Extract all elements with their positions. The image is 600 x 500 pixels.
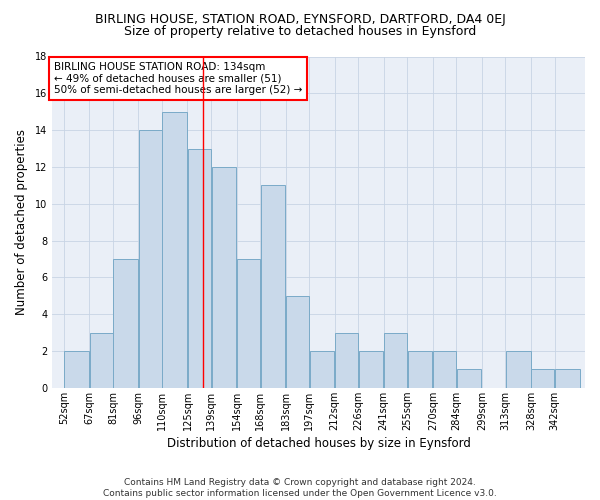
Bar bbox=[90, 332, 113, 388]
Bar bbox=[457, 370, 481, 388]
Bar bbox=[531, 370, 554, 388]
Bar bbox=[237, 259, 260, 388]
Bar bbox=[286, 296, 309, 388]
X-axis label: Distribution of detached houses by size in Eynsford: Distribution of detached houses by size … bbox=[167, 437, 470, 450]
Text: Size of property relative to detached houses in Eynsford: Size of property relative to detached ho… bbox=[124, 25, 476, 38]
Bar bbox=[212, 167, 236, 388]
Bar bbox=[555, 370, 580, 388]
Bar bbox=[310, 351, 334, 388]
Bar bbox=[260, 186, 285, 388]
Bar bbox=[139, 130, 162, 388]
Text: Contains HM Land Registry data © Crown copyright and database right 2024.
Contai: Contains HM Land Registry data © Crown c… bbox=[103, 478, 497, 498]
Bar bbox=[163, 112, 187, 388]
Bar bbox=[113, 259, 138, 388]
Text: BIRLING HOUSE, STATION ROAD, EYNSFORD, DARTFORD, DA4 0EJ: BIRLING HOUSE, STATION ROAD, EYNSFORD, D… bbox=[95, 12, 505, 26]
Bar bbox=[384, 332, 407, 388]
Bar bbox=[359, 351, 383, 388]
Bar bbox=[506, 351, 530, 388]
Bar bbox=[335, 332, 358, 388]
Bar bbox=[433, 351, 456, 388]
Y-axis label: Number of detached properties: Number of detached properties bbox=[15, 129, 28, 315]
Text: BIRLING HOUSE STATION ROAD: 134sqm
← 49% of detached houses are smaller (51)
50%: BIRLING HOUSE STATION ROAD: 134sqm ← 49%… bbox=[54, 62, 302, 95]
Bar bbox=[188, 148, 211, 388]
Bar bbox=[64, 351, 89, 388]
Bar bbox=[408, 351, 433, 388]
